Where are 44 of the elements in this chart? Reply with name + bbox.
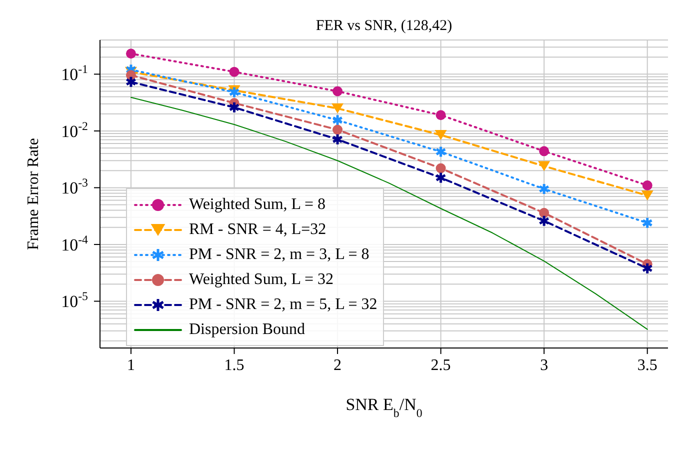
legend-label: PM - SNR = 2, m = 3, L = 8 bbox=[189, 246, 370, 264]
point bbox=[641, 190, 654, 200]
legend-label: RM - SNR = 4, L=32 bbox=[189, 220, 326, 238]
point bbox=[642, 262, 653, 275]
point bbox=[228, 101, 240, 114]
point bbox=[539, 146, 550, 156]
point bbox=[434, 130, 447, 140]
x-tick-label: 3.5 bbox=[637, 357, 658, 374]
y-tick-label: 10$^{-2}$ bbox=[61, 118, 88, 141]
x-axis-title: SNR E$_{b}$/N$_{0}$ bbox=[346, 395, 422, 420]
y-tick-label: 10$^{-1}$ bbox=[61, 62, 88, 84]
legend-label: Weighted Sum, L = 32 bbox=[189, 270, 334, 288]
point bbox=[332, 124, 343, 135]
legend-label: Weighted Sum, L = 8 bbox=[189, 196, 326, 214]
point bbox=[229, 66, 240, 77]
point bbox=[538, 214, 550, 228]
point bbox=[126, 48, 136, 59]
y-tick-label: 10$^{-3}$ bbox=[61, 176, 88, 198]
point bbox=[436, 110, 446, 120]
x-tick-label: 2 bbox=[334, 357, 342, 374]
point bbox=[436, 163, 446, 174]
point bbox=[642, 180, 652, 190]
point bbox=[125, 76, 137, 88]
x-tick-label: 1 bbox=[126, 357, 135, 374]
legend-label: Dispersion Bound bbox=[189, 320, 305, 338]
point bbox=[332, 114, 344, 126]
x-tick-label: 3 bbox=[540, 357, 548, 374]
x-tick-label: 2.5 bbox=[430, 357, 451, 374]
point bbox=[228, 86, 240, 99]
y-axis-title: Frame Error Rate bbox=[25, 138, 42, 250]
point bbox=[332, 103, 344, 114]
x-tick-label: 1.5 bbox=[224, 357, 244, 374]
point bbox=[538, 182, 550, 196]
point bbox=[539, 208, 550, 218]
point bbox=[435, 171, 446, 184]
point bbox=[332, 133, 344, 146]
y-tick-label: 10$^{-5}$ bbox=[61, 289, 88, 312]
point bbox=[642, 216, 653, 230]
y-tick-label: 10$^{-4}$ bbox=[61, 232, 88, 254]
point bbox=[435, 145, 446, 158]
point bbox=[538, 161, 550, 172]
legend-label: PM - SNR = 2, m = 5, L = 32 bbox=[189, 296, 378, 314]
point bbox=[332, 86, 343, 96]
chart-title: FER vs SNR, (128,42) bbox=[316, 18, 452, 34]
